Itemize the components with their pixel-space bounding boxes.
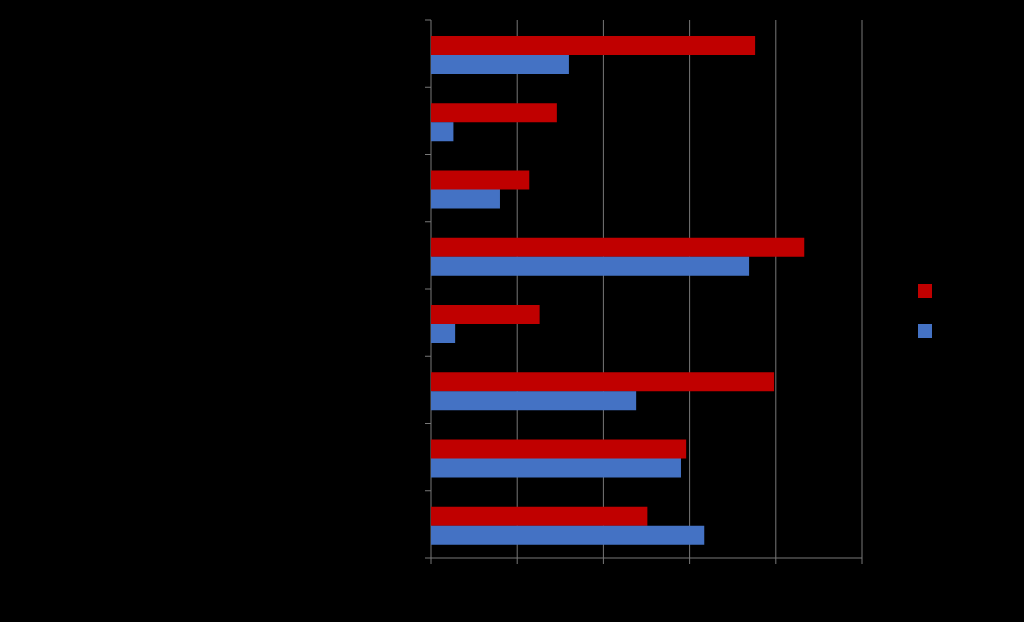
bar [431, 525, 705, 545]
bar [431, 55, 569, 74]
bar [431, 189, 500, 209]
bar [431, 256, 750, 276]
bar [431, 305, 540, 324]
bar [431, 170, 530, 190]
legend-swatch [918, 284, 932, 298]
bar [431, 391, 637, 411]
bar [431, 506, 648, 526]
bar [431, 36, 756, 55]
legend-swatch [918, 324, 932, 338]
bar [431, 103, 557, 123]
bar [431, 324, 456, 343]
bar [431, 237, 805, 257]
bar [431, 439, 687, 459]
bar [431, 122, 454, 142]
bar [431, 458, 681, 478]
bar [431, 372, 775, 392]
